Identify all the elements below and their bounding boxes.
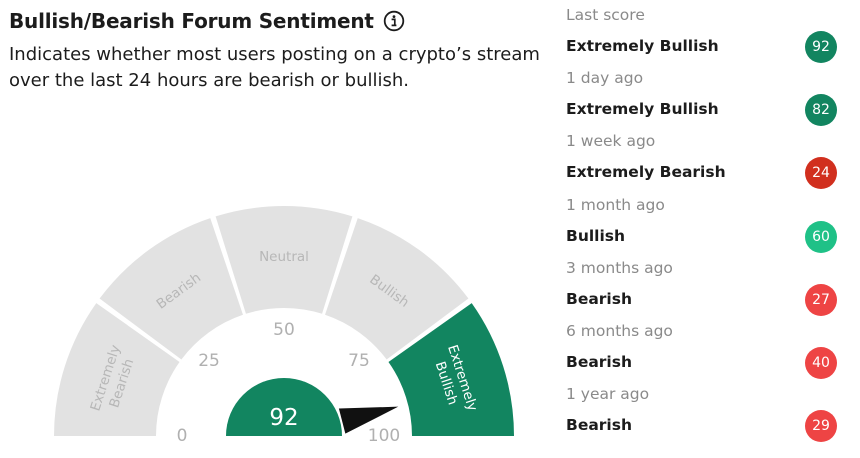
history-score-badge: 60 xyxy=(805,220,837,253)
history-period: Last score xyxy=(566,6,645,24)
gauge-tick-label: 25 xyxy=(198,351,220,371)
gauge-segment xyxy=(54,303,180,436)
gauge-segment xyxy=(325,218,469,360)
score-bubble xyxy=(226,378,342,436)
history-sentiment-label: Extremely Bullish xyxy=(566,100,719,119)
history-sentiment-label: Bearish xyxy=(566,289,633,308)
history-period: 1 week ago xyxy=(566,132,656,151)
gauge-segment-label: Neutral xyxy=(259,249,309,265)
history-period: 1 day ago xyxy=(566,69,644,88)
gauge-tick-label: 0 xyxy=(177,426,188,446)
gauge-tick-label: 100 xyxy=(368,426,400,446)
history-sentiment-label: Extremely Bearish xyxy=(566,163,726,182)
gauge-score: 92 xyxy=(269,405,298,431)
history-period: 3 months ago xyxy=(566,258,673,277)
sentiment-gauge: ExtremelyBearishBearishNeutralBullishExt… xyxy=(54,205,514,446)
gauge-tick-label: 50 xyxy=(273,320,295,340)
history-sentiment-label: Bearish xyxy=(566,416,633,435)
history-score-badge: 92 xyxy=(805,31,837,63)
history-score-badge: 24 xyxy=(805,157,837,190)
widget-header: Bullish/Bearish Forum Sentiment xyxy=(9,9,405,33)
history-sentiment-label: Extremely Bullish xyxy=(566,37,719,55)
gauge-tick-label: 75 xyxy=(348,351,370,371)
gauge-segment xyxy=(388,303,514,436)
widget-title: Bullish/Bearish Forum Sentiment xyxy=(9,9,374,33)
history-sentiment-label: Bullish xyxy=(566,226,626,245)
needle-pointer xyxy=(338,406,399,434)
history-score-badge: 82 xyxy=(805,94,837,127)
history-period: 1 year ago xyxy=(566,385,650,404)
history-score-badge: 40 xyxy=(805,347,837,379)
history-score-badge: 27 xyxy=(805,283,837,316)
gauge-segment xyxy=(99,218,243,360)
history-period: 6 months ago xyxy=(566,322,673,340)
gauge-segment xyxy=(215,205,353,314)
info-icon[interactable] xyxy=(383,10,405,32)
history-score-badge: 29 xyxy=(805,410,837,443)
widget-description: Indicates whether most users posting on … xyxy=(9,44,540,91)
history-sentiment-label: Bearish xyxy=(566,353,633,371)
history-period: 1 month ago xyxy=(566,195,665,214)
